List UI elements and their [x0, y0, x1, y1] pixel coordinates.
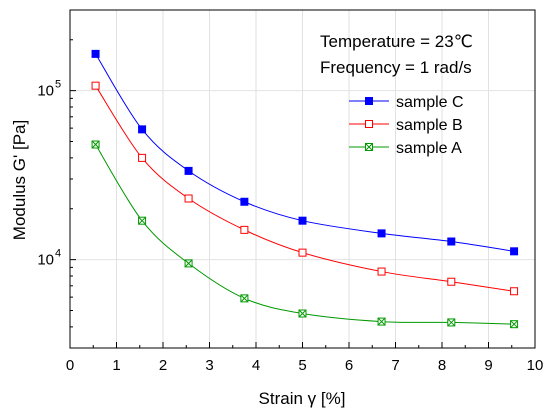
data-point-sample-a: [510, 320, 519, 329]
y-tick-label: 10: [37, 83, 54, 100]
data-point-sample-b: [298, 248, 307, 257]
legend-label: sample B: [396, 117, 463, 134]
data-point-sample-b: [240, 225, 249, 234]
legend-item-sample-a: sample A: [349, 140, 462, 157]
legend-label: sample A: [396, 140, 462, 157]
annotation-frequency: Frequency = 1 rad/s: [320, 58, 472, 77]
x-tick-label: 1: [112, 357, 120, 374]
legend-marker: [365, 120, 373, 128]
plot-series: [91, 49, 519, 329]
x-tick-label: 8: [438, 357, 446, 374]
legend: sample C sample B sample A: [349, 94, 464, 157]
x-tick-label: 2: [159, 357, 167, 374]
data-point-sample-c: [447, 237, 456, 246]
data-point-sample-b: [510, 287, 519, 296]
data-point-sample-b: [91, 81, 100, 90]
data-point-sample-c: [184, 166, 193, 175]
x-tick-label: 4: [252, 357, 260, 374]
x-tick-label: 5: [298, 357, 306, 374]
data-point-sample-c: [138, 125, 147, 134]
data-point-sample-a: [298, 309, 307, 318]
x-tick-label: 7: [391, 357, 399, 374]
data-point-sample-a: [91, 140, 100, 149]
legend-marker: [365, 143, 373, 151]
data-point-sample-c: [298, 216, 307, 225]
data-point-sample-c: [240, 197, 249, 206]
data-point-sample-a: [138, 216, 147, 225]
data-point-sample-b: [184, 194, 193, 203]
y-tick-exponent: 5: [55, 79, 61, 91]
x-axis-title: Strain γ [%]: [259, 389, 346, 408]
series-sample-a: [91, 140, 519, 329]
annotation-temperature: Temperature = 23℃: [320, 32, 473, 51]
y-tick-label: 10: [37, 252, 54, 269]
x-tick-label: 3: [205, 357, 213, 374]
y-tick-exponent: 4: [55, 248, 61, 260]
grid-lines: [70, 10, 535, 348]
data-point-sample-b: [447, 277, 456, 286]
x-tick-label: 9: [484, 357, 492, 374]
legend-label: sample C: [396, 94, 464, 111]
legend-marker: [365, 97, 373, 105]
series-sample-b: [91, 81, 519, 296]
y-axis-title: Modulus G' [Pa]: [10, 120, 29, 240]
data-point-sample-a: [240, 294, 249, 303]
x-tick-label: 6: [345, 357, 353, 374]
series-line-sample-a: [95, 144, 515, 325]
data-point-sample-c: [510, 247, 519, 256]
data-point-sample-b: [377, 267, 386, 276]
data-point-sample-b: [138, 153, 147, 162]
data-point-sample-a: [184, 259, 193, 268]
series-sample-c: [91, 49, 519, 256]
data-point-sample-c: [377, 229, 386, 238]
legend-item-sample-c: sample C: [349, 94, 464, 111]
data-point-sample-a: [447, 318, 456, 327]
x-tick-label: 0: [66, 357, 74, 374]
legend-item-sample-b: sample B: [349, 117, 463, 134]
data-point-sample-a: [377, 317, 386, 326]
x-tick-label: 10: [527, 357, 544, 374]
data-point-sample-c: [91, 49, 100, 58]
